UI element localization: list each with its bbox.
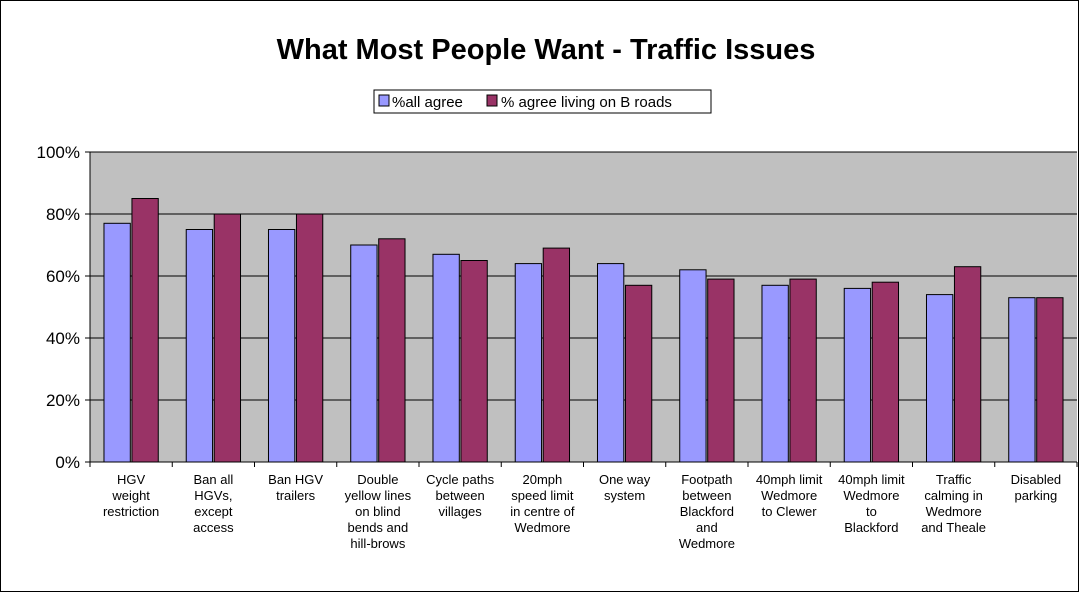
bar-series-2 (295, 213, 324, 463)
legend: %all agree % agree living on B roads (373, 89, 712, 114)
x-axis (89, 152, 1078, 467)
legend-swatch-series-1 (378, 94, 390, 107)
bar-chart: What Most People Want - Traffic Issues %… (37, 34, 1078, 551)
bar-series-1 (103, 222, 131, 463)
x-tick-label: 20mph speed limit in centre of Wedmore (510, 472, 575, 535)
y-tick-label: 60% (46, 267, 80, 286)
y-tick-label: 40% (46, 329, 80, 348)
y-axis-ticks: 0% 20% 40% 60% 80% 100% (37, 143, 90, 472)
bar-series-2 (953, 266, 982, 463)
x-tick-label: One way system (599, 472, 651, 503)
bar-series-1 (679, 269, 707, 463)
y-tick-label: 100% (37, 143, 80, 162)
legend-label-series-2: % agree living on B roads (501, 94, 672, 111)
x-tick-label: Ban HGV trailers (268, 472, 323, 503)
bar-series-1 (843, 287, 872, 463)
x-tick-label: Footpath between Blackford and Wedmore (679, 472, 735, 551)
bars (103, 198, 1064, 463)
x-tick-label: 40mph limit Wedmore to Blackford (838, 472, 905, 535)
gridlines (90, 151, 1077, 401)
bar-series-2 (542, 247, 571, 463)
bar-series-1 (432, 253, 460, 463)
bar-series-1 (350, 244, 378, 463)
y-tick-label: 0% (55, 453, 80, 472)
bar-series-2 (624, 284, 653, 463)
x-tick-label: Double yellow lines on blind bends and hill-… (345, 472, 412, 551)
y-tick-label: 80% (46, 205, 80, 224)
x-tick-label: 40mph limit Wedmore to Clewer (756, 472, 823, 519)
bar-series-1 (1008, 297, 1036, 463)
bar-series-2 (707, 278, 735, 463)
x-tick-label: Cycle paths between villages (426, 472, 494, 519)
bar-series-2 (1036, 297, 1064, 463)
legend-swatch-series-2 (486, 94, 498, 107)
x-tick-label: Disabled parking (1011, 472, 1062, 503)
y-tick-label: 20% (46, 391, 80, 410)
x-tick-label: Ban all HGVs, except access (193, 472, 234, 535)
chart-title: What Most People Want - Traffic Issues (277, 34, 816, 66)
bar-series-2 (871, 281, 900, 463)
x-tick-label: Traffic calming in Wedmore and Theale (921, 472, 986, 535)
x-tick-label: HGV weight restriction (103, 472, 159, 519)
bar-series-2 (378, 238, 406, 463)
bar-series-2 (213, 213, 242, 463)
legend-box (373, 89, 712, 114)
bar-series-1 (267, 229, 296, 463)
bar-series-2 (131, 198, 159, 463)
legend-label-series-1: %all agree (392, 94, 463, 111)
bar-series-1 (514, 263, 543, 463)
x-axis-labels: HGV weight restriction Ban all HGVs, except ac… (103, 472, 1061, 551)
bar-series-2 (460, 260, 488, 463)
bar-series-1 (185, 229, 214, 463)
plot-area (90, 152, 1077, 462)
bar-series-2 (789, 278, 817, 463)
bar-series-1 (596, 263, 625, 463)
bar-series-1 (761, 284, 789, 463)
bar-series-1 (925, 294, 954, 463)
